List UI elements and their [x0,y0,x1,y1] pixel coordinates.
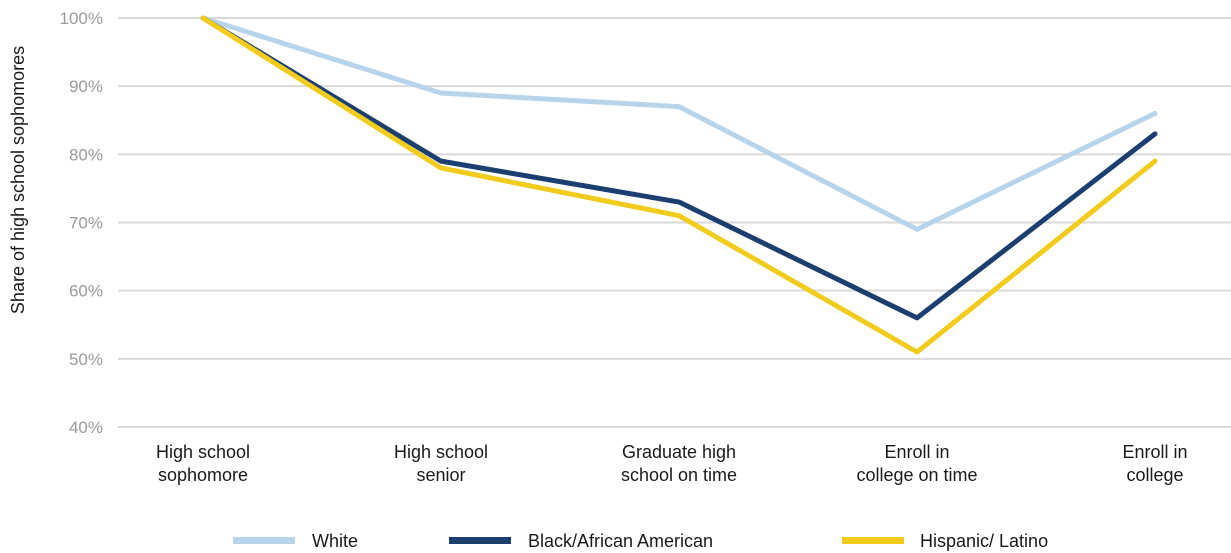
series-line [200,15,1158,232]
y-tick-label: 100% [60,9,103,28]
y-tick-label: 50% [69,350,103,369]
grid-lines [118,17,1231,428]
legend-swatch [842,537,904,544]
series-lines [200,15,1158,355]
legend-label: White [312,531,358,551]
y-axis-label: Share of high school sophomores [8,46,28,314]
legend-swatch [449,537,511,544]
legend-swatch [233,537,295,544]
series-line [200,15,1158,355]
x-category-label: Enroll in college [1122,442,1187,485]
x-category-label: Enroll in college on time [856,442,977,485]
x-category-label: High school senior [394,442,488,485]
y-tick-label: 90% [69,77,103,96]
x-category-label: High school sophomore [156,442,250,485]
x-category-label: Graduate high school on time [621,442,737,485]
y-tick-label: 80% [69,145,103,164]
y-tick-label: 60% [69,282,103,301]
y-tick-label: 70% [69,214,103,233]
x-axis-categories: High school sophomore High school senior Gra… [156,442,1188,485]
legend-label: Black/African American [528,531,713,551]
legend-label: Hispanic/ Latino [920,531,1048,551]
y-axis-ticks: 40% 50% 60% 70% 80% 90% 100% [60,9,103,437]
series-line [200,15,1158,321]
y-tick-label: 40% [69,418,103,437]
legend: White Black/African American Hispanic/ Lat… [233,531,1048,551]
